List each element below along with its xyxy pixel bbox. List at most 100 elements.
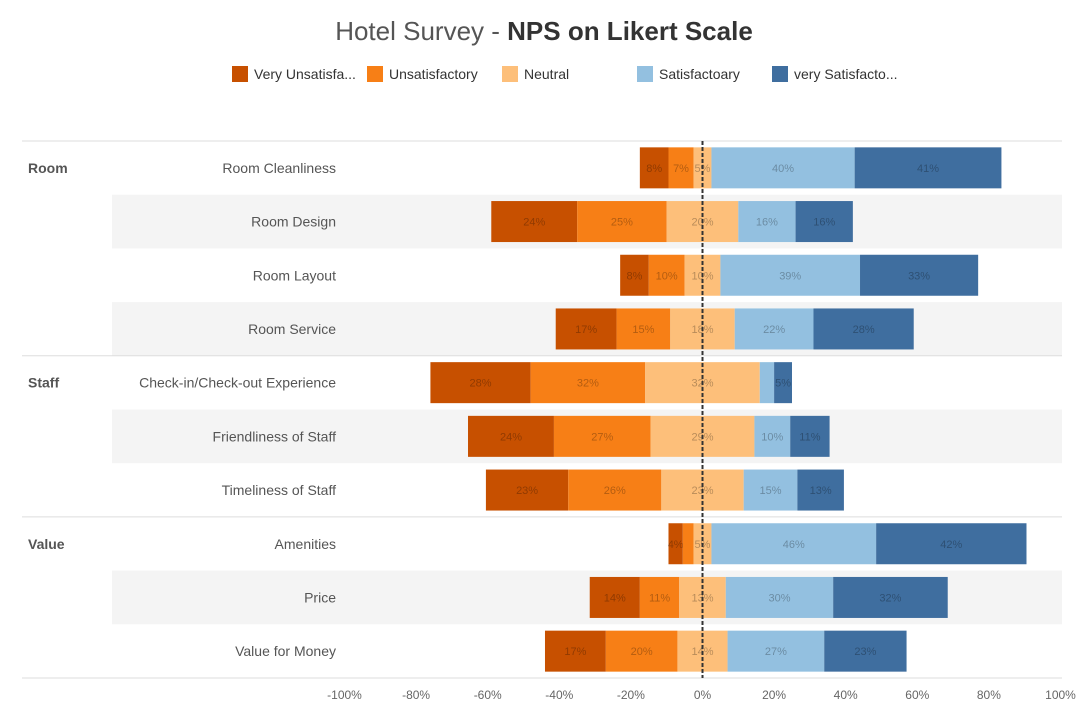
bar-data-label: 4%	[668, 539, 684, 551]
bar-data-label: 30%	[768, 592, 790, 604]
bar-segment	[485, 469, 569, 511]
bar-data-label: 14%	[604, 592, 626, 604]
legend-label: Unsatisfactory	[389, 66, 478, 82]
bar-data-label: 39%	[779, 270, 801, 282]
row-label: Room Service	[248, 321, 336, 337]
bar-segment	[668, 147, 694, 189]
chart-title: Hotel Survey - NPS on Likert Scale	[0, 16, 1088, 47]
bar-data-label: 7%	[673, 163, 689, 175]
x-tick-label: -40%	[545, 688, 573, 702]
bar-segment	[555, 308, 617, 350]
bar-segment	[711, 523, 877, 565]
bar-data-label: 11%	[649, 592, 670, 604]
bar-segment	[711, 147, 855, 189]
bar-data-label: 32%	[577, 378, 599, 390]
bar-segment	[605, 630, 678, 672]
legend-swatch	[772, 66, 788, 82]
legend-item-unsatisfactory[interactable]: Unsatisfactory	[367, 66, 478, 82]
bar-segment	[734, 308, 814, 350]
bar-segment	[620, 254, 649, 296]
bar-segment	[589, 576, 640, 618]
legend-label: Satisfactoary	[659, 66, 740, 82]
bar-segment	[813, 308, 914, 350]
bar-segment	[727, 630, 825, 672]
bar-segment	[720, 254, 861, 296]
chart-title-bold: NPS on Likert Scale	[507, 16, 753, 46]
bar-data-label: 11%	[799, 431, 820, 443]
legend-item-satisfactory[interactable]: Satisfactoary	[637, 66, 740, 82]
x-tick-label: 80%	[977, 688, 1001, 702]
bar-segment	[682, 523, 694, 565]
bar-segment	[648, 254, 685, 296]
bar-segment	[468, 415, 554, 457]
bar-segment	[430, 362, 531, 404]
bar-segment	[833, 576, 948, 618]
legend-item-very-satisfactory[interactable]: very Satisfacto...	[772, 66, 897, 82]
bar-data-label: 16%	[756, 217, 778, 229]
bar-data-label: 8%	[627, 270, 643, 282]
bar-segment	[774, 362, 792, 404]
bar-segment	[568, 469, 662, 511]
bar-data-label: 16%	[813, 217, 835, 229]
legend-item-very-unsatisfactory[interactable]: Very Unsatisfa...	[232, 66, 356, 82]
legend-swatch	[367, 66, 383, 82]
row-label: Timeliness of Staff	[222, 482, 336, 498]
x-tick-label: -20%	[617, 688, 645, 702]
bar-data-label: 10%	[656, 270, 678, 282]
bar-data-label: 22%	[763, 324, 785, 336]
row-label: Check-in/Check-out Experience	[139, 375, 336, 391]
bar-segment	[491, 201, 578, 243]
bar-data-label: 23%	[516, 485, 538, 497]
bar-data-label: 15%	[760, 485, 782, 497]
bar-data-label: 26%	[604, 485, 626, 497]
bar-data-label: 32%	[879, 592, 901, 604]
row-label: Room Design	[251, 214, 336, 230]
bar-segment	[530, 362, 646, 404]
bar-data-label: 17%	[575, 324, 597, 336]
bar-data-label: 27%	[591, 431, 613, 443]
x-tick-label: -100%	[327, 688, 362, 702]
bar-segment	[738, 201, 796, 243]
bar-segment	[639, 147, 669, 189]
chart-title-prefix: Hotel Survey -	[335, 16, 508, 46]
bar-data-label: 28%	[853, 324, 875, 336]
bar-data-label: 42%	[940, 539, 962, 551]
bar-data-label: 46%	[783, 539, 805, 551]
bar-data-label: 17%	[564, 646, 586, 658]
group-label: Room	[28, 160, 68, 176]
bar-segment	[668, 523, 683, 565]
bar-segment	[795, 201, 853, 243]
bar-segment	[639, 576, 680, 618]
legend-swatch	[637, 66, 653, 82]
row-label: Room Layout	[253, 267, 336, 283]
x-tick-label: 100%	[1045, 688, 1076, 702]
row-label: Room Cleanliness	[222, 160, 336, 176]
bar-segment	[754, 415, 791, 457]
legend-swatch	[502, 66, 518, 82]
legend-swatch	[232, 66, 248, 82]
legend-label: Very Unsatisfa...	[254, 66, 356, 82]
bar-segment	[553, 415, 651, 457]
bar-data-label: 33%	[908, 270, 930, 282]
row-label: Friendliness of Staff	[213, 428, 337, 444]
bar-segment	[854, 147, 1002, 189]
bar-segment	[876, 523, 1027, 565]
bar-data-label: 13%	[810, 485, 832, 497]
legend-label: Neutral	[524, 66, 570, 82]
bar-segment	[577, 201, 667, 243]
x-tick-label: 40%	[834, 688, 858, 702]
row-label: Price	[304, 589, 336, 605]
group-label: Value	[28, 536, 65, 552]
legend-item-neutral[interactable]: Neutral	[502, 66, 569, 82]
x-tick-label: -60%	[474, 688, 502, 702]
row-label: Amenities	[275, 536, 336, 552]
bar-data-label: 23%	[854, 646, 876, 658]
bar-data-label: 25%	[611, 217, 633, 229]
x-tick-label: 20%	[762, 688, 786, 702]
bar-segment	[824, 630, 907, 672]
group-label: Staff	[28, 375, 59, 391]
bar-segment	[797, 469, 844, 511]
bar-data-label: 27%	[765, 646, 787, 658]
bar-data-label: 24%	[523, 217, 545, 229]
